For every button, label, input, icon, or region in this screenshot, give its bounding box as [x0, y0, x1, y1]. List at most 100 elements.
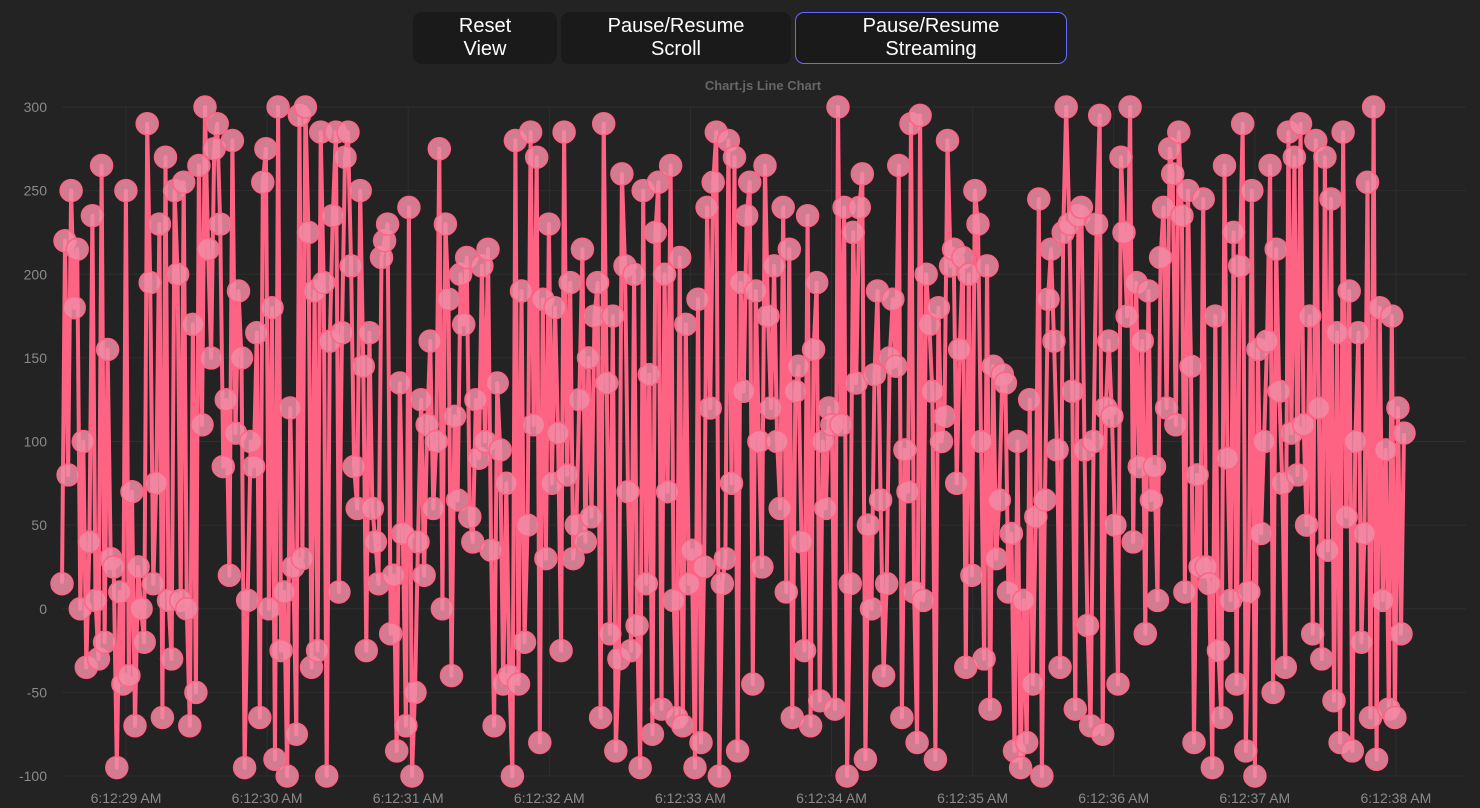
x-tick-label: 6:12:30 AM [232, 790, 303, 806]
data-point [89, 153, 114, 178]
data-point [1234, 739, 1258, 763]
data-point [944, 471, 969, 496]
data-point [625, 613, 649, 638]
data-point [1048, 655, 1072, 680]
reset-view-button[interactable]: Reset View [413, 12, 557, 64]
y-tick-label: -50 [27, 684, 47, 700]
data-point [908, 103, 932, 128]
data-point [397, 195, 421, 220]
data-point [1325, 321, 1349, 345]
data-point [552, 120, 576, 144]
data-point [1167, 120, 1191, 144]
pause-resume-streaming-button[interactable]: Pause/Resume Streaming [795, 12, 1067, 64]
data-point [384, 739, 409, 763]
data-point [311, 270, 336, 295]
line-chart: Chart.js Line Chart 300 250 200 150 100 50 0 -5… [19, 78, 1466, 806]
toolbar: Reset View Pause/Resume Scroll Pause/Res… [0, 12, 1480, 66]
data-point [1133, 622, 1158, 646]
data-point [1383, 705, 1407, 730]
data-point [884, 354, 908, 378]
data-point [442, 404, 467, 429]
data-point [123, 714, 147, 738]
data-point [144, 471, 169, 496]
data-point [853, 747, 878, 772]
data-point [409, 387, 433, 412]
data-point [1346, 321, 1371, 345]
data-point [984, 546, 1008, 571]
data-point [1011, 588, 1036, 613]
data-point [245, 321, 269, 345]
data-point [616, 479, 640, 504]
data-point [841, 220, 865, 245]
pause-resume-scroll-button[interactable]: Pause/Resume Scroll [561, 12, 791, 64]
data-point [101, 555, 126, 579]
data-point [171, 170, 196, 195]
y-axis-ticks: 300 250 200 150 100 50 0 -50 -100 [19, 99, 47, 784]
data-point [241, 454, 266, 479]
data-point [695, 195, 719, 220]
data-point [187, 153, 211, 178]
data-point [1294, 513, 1319, 537]
data-point [80, 203, 105, 228]
data-point [257, 597, 281, 621]
data-point [214, 387, 239, 412]
data-point [1042, 329, 1066, 353]
data-point [972, 647, 996, 671]
data-point [381, 563, 406, 588]
data-point [1060, 379, 1085, 404]
data-point [926, 295, 951, 320]
x-tick-label: 6:12:38 AM [1360, 790, 1431, 806]
data-point [887, 153, 911, 178]
data-point [1017, 387, 1042, 412]
data-point [1389, 622, 1413, 646]
data-point [293, 95, 318, 119]
data-point [406, 530, 430, 554]
data-point [798, 714, 823, 738]
data-point [1361, 95, 1386, 119]
data-point [190, 413, 214, 437]
data-point [987, 488, 1012, 512]
data-point [494, 471, 519, 496]
data-point [1130, 329, 1155, 353]
y-tick-label: 150 [24, 350, 48, 366]
data-point [722, 145, 747, 169]
data-point [1005, 429, 1030, 454]
data-point [765, 429, 789, 454]
data-point [643, 220, 668, 245]
data-point [1121, 530, 1145, 554]
data-point [1273, 655, 1298, 680]
data-point [1212, 153, 1237, 178]
data-point [1252, 429, 1276, 454]
data-point [464, 387, 488, 412]
data-point [1020, 672, 1045, 696]
data-point [1313, 145, 1337, 169]
data-point [874, 571, 899, 596]
data-point [744, 279, 768, 303]
data-point [1352, 521, 1377, 546]
data-point [348, 178, 372, 203]
data-point [667, 245, 692, 270]
series-points-layer [50, 95, 1416, 788]
data-point [753, 153, 777, 178]
data-point [573, 530, 598, 554]
data-point [1185, 463, 1209, 487]
data-point [141, 571, 166, 596]
data-point [1392, 421, 1416, 445]
data-point [1267, 379, 1291, 404]
data-point [1221, 220, 1246, 245]
data-point [284, 722, 309, 746]
data-point [278, 396, 302, 420]
data-point [1349, 630, 1374, 654]
data-point [1182, 730, 1206, 755]
data-point [181, 312, 205, 337]
x-tick-label: 6:12:34 AM [796, 790, 867, 806]
data-point [543, 295, 567, 320]
data-point [427, 137, 452, 161]
data-point [862, 362, 887, 387]
data-point [546, 421, 570, 445]
data-point [439, 663, 464, 688]
data-point [655, 479, 680, 504]
y-tick-label: 250 [24, 183, 48, 199]
data-point [601, 304, 625, 328]
data-point [378, 622, 403, 646]
